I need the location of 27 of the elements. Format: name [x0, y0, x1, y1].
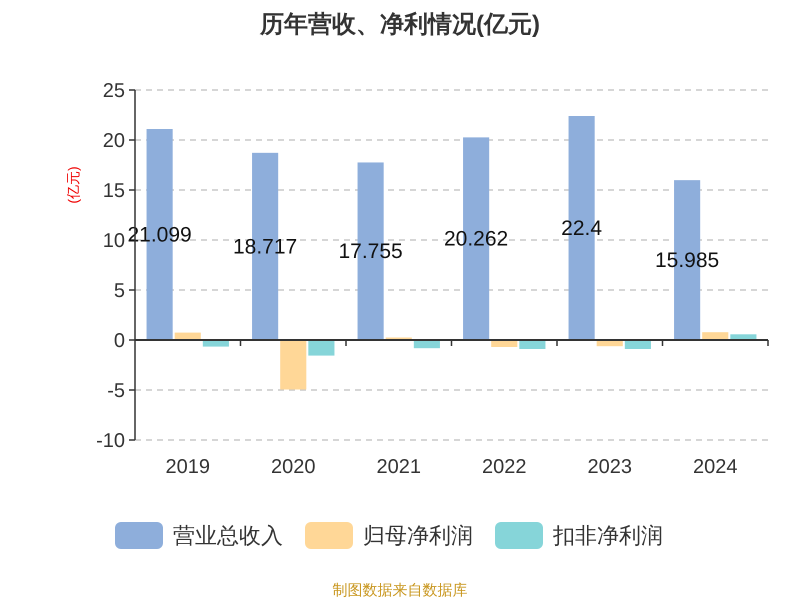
- data-label: 18.717: [233, 235, 298, 258]
- x-tick-label: 2020: [271, 456, 316, 478]
- chart-title: 历年营收、净利情况(亿元): [259, 11, 540, 38]
- y-tick-label: 15: [102, 180, 125, 202]
- y-tick-label: 0: [114, 330, 125, 352]
- data-label: 20.262: [444, 228, 508, 251]
- legend-label: 扣非净利润: [552, 523, 663, 548]
- data-label: 17.755: [338, 240, 403, 264]
- y-tick-label: 25: [102, 80, 125, 102]
- y-axis-title: (亿元): [65, 166, 81, 204]
- y-tick-label: -5: [107, 380, 125, 402]
- data-label: 15.985: [655, 249, 720, 272]
- text: 制图数据来自数据库: [332, 582, 468, 599]
- y-tick-label: 10: [102, 230, 125, 252]
- legend-label: 归母净利润: [363, 523, 473, 548]
- x-tick-label: 2022: [482, 456, 526, 478]
- bar: [702, 332, 728, 340]
- bar: [280, 340, 306, 390]
- y-tick-label: 5: [114, 280, 125, 302]
- bar: [308, 340, 334, 356]
- x-tick-label: 2024: [693, 456, 738, 478]
- x-tick-label: 2021: [376, 456, 421, 478]
- y-tick-label: -10: [96, 430, 125, 452]
- x-tick-label: 2019: [166, 456, 210, 478]
- x-tick-label: 2023: [588, 456, 632, 478]
- y-tick-label: 20: [102, 130, 125, 152]
- legend-label: 营业总收入: [173, 523, 283, 548]
